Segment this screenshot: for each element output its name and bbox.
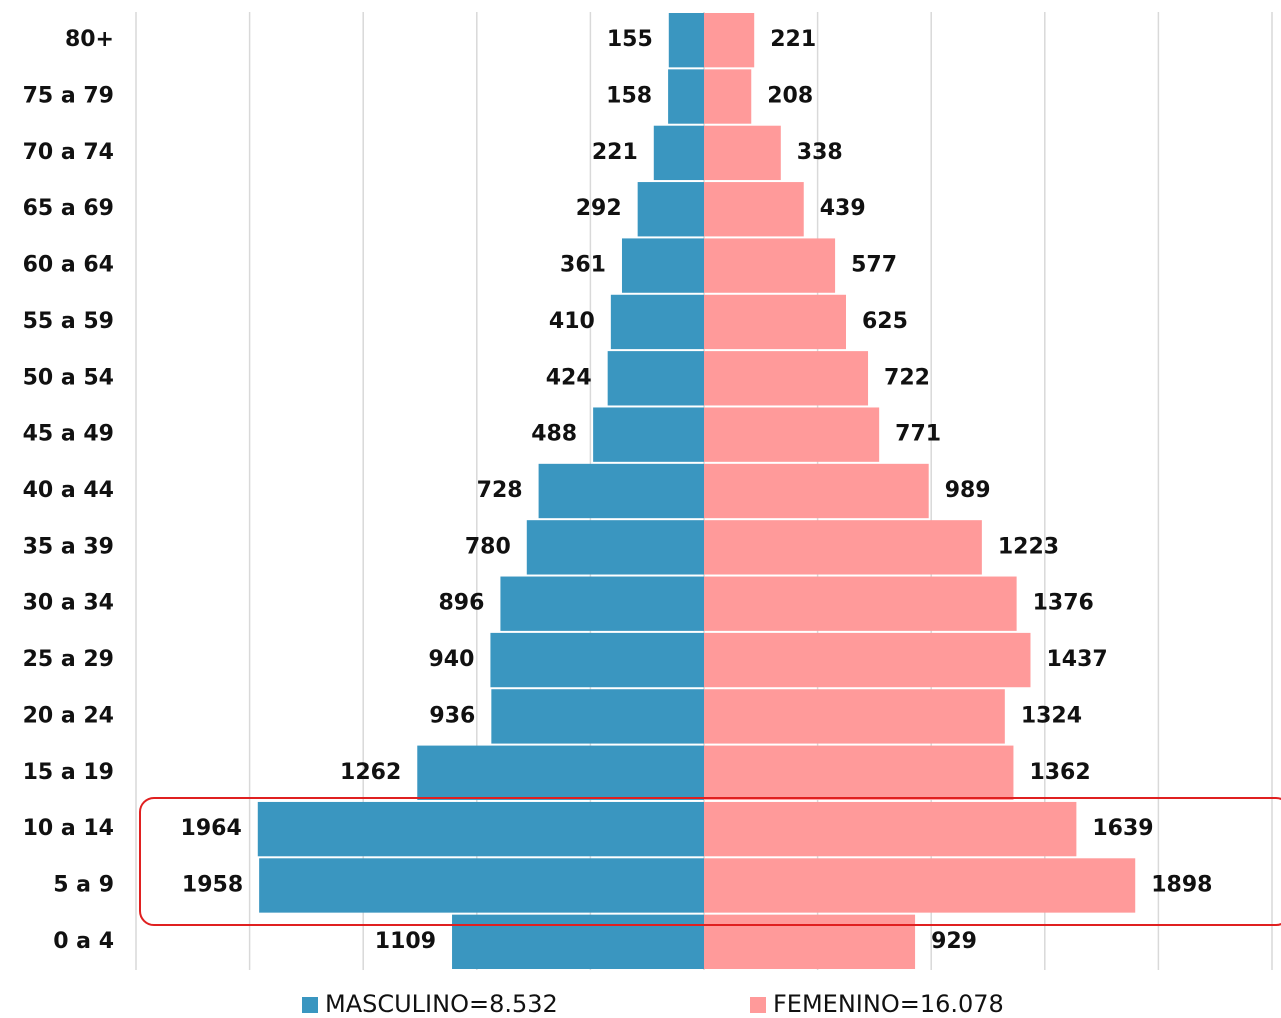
bar [704, 125, 781, 181]
category-label: 40 a 44 [23, 478, 114, 503]
bar [610, 294, 704, 350]
bar [417, 745, 704, 800]
category-label: 50 a 54 [23, 365, 114, 390]
data-label: 410 [549, 309, 595, 334]
bar [704, 407, 880, 462]
bar [452, 914, 704, 969]
bar [637, 182, 704, 237]
bar [704, 689, 1005, 744]
bar [704, 13, 755, 68]
data-label: 1109 [375, 929, 436, 954]
category-label: 0 a 4 [53, 929, 114, 954]
category-label: 55 a 59 [23, 309, 114, 334]
category-label: 5 a 9 [53, 872, 114, 897]
data-label: 1262 [340, 760, 401, 785]
bar [500, 576, 704, 631]
bar [526, 520, 704, 575]
data-label: 1376 [1033, 591, 1094, 616]
data-label: 771 [895, 422, 941, 447]
bar [621, 238, 704, 293]
bar [490, 632, 704, 688]
data-label: 221 [770, 27, 816, 52]
category-label: 65 a 69 [23, 196, 114, 221]
data-label: 896 [438, 591, 484, 616]
data-label: 361 [560, 253, 606, 278]
bar [704, 520, 982, 575]
bar [607, 351, 704, 406]
legend-label: MASCULINO=8.532 [325, 990, 558, 1018]
category-label: 80+ [65, 27, 114, 52]
data-label: 722 [884, 365, 930, 390]
category-label: 10 a 14 [23, 816, 114, 841]
bar [704, 238, 836, 293]
bar [704, 632, 1031, 688]
bar [259, 858, 704, 913]
legend-label: FEMENINO=16.078 [773, 990, 1004, 1018]
data-label: 1958 [182, 872, 243, 897]
data-label: 1639 [1092, 816, 1153, 841]
data-label: 989 [945, 478, 991, 503]
category-label: 70 a 74 [23, 140, 114, 165]
data-label: 1898 [1151, 872, 1212, 897]
legend-swatch [302, 997, 318, 1013]
bar [257, 801, 704, 857]
category-label: 15 a 19 [23, 760, 114, 785]
bar [704, 69, 752, 124]
data-label: 292 [576, 196, 622, 221]
bar [704, 914, 916, 969]
data-label: 780 [465, 534, 511, 559]
bar [704, 858, 1136, 913]
bar [668, 13, 704, 68]
legend-swatch [750, 997, 766, 1013]
bar [593, 407, 704, 462]
data-label: 577 [851, 253, 897, 278]
data-label: 936 [429, 703, 475, 728]
data-label: 155 [607, 27, 653, 52]
bar [704, 294, 846, 350]
highlight-box [139, 797, 1281, 926]
category-label: 75 a 79 [23, 84, 114, 109]
bar [704, 745, 1014, 800]
bar [704, 576, 1017, 631]
data-label: 1324 [1021, 703, 1082, 728]
data-label: 1437 [1046, 647, 1107, 672]
data-label: 221 [592, 140, 638, 165]
data-label: 929 [931, 929, 977, 954]
category-label: 20 a 24 [23, 703, 114, 728]
bar [704, 463, 929, 519]
data-label: 1964 [181, 816, 242, 841]
data-label: 1362 [1029, 760, 1090, 785]
data-label: 1223 [998, 534, 1059, 559]
bar [704, 182, 804, 237]
data-label: 158 [606, 84, 652, 109]
bar [704, 351, 869, 406]
bar [668, 69, 704, 124]
bar [704, 801, 1077, 857]
category-label: 35 a 39 [23, 534, 114, 559]
category-label: 60 a 64 [23, 253, 114, 278]
category-label: 30 a 34 [23, 591, 114, 616]
bar [491, 689, 704, 744]
data-label: 208 [767, 84, 813, 109]
data-label: 940 [428, 647, 474, 672]
data-label: 338 [797, 140, 843, 165]
category-label: 25 a 29 [23, 647, 114, 672]
data-label: 424 [546, 365, 592, 390]
data-label: 488 [531, 422, 577, 447]
bar [538, 463, 704, 519]
category-label: 45 a 49 [23, 422, 114, 447]
data-label: 728 [477, 478, 523, 503]
bar [653, 125, 704, 181]
data-label: 439 [820, 196, 866, 221]
data-label: 625 [862, 309, 908, 334]
